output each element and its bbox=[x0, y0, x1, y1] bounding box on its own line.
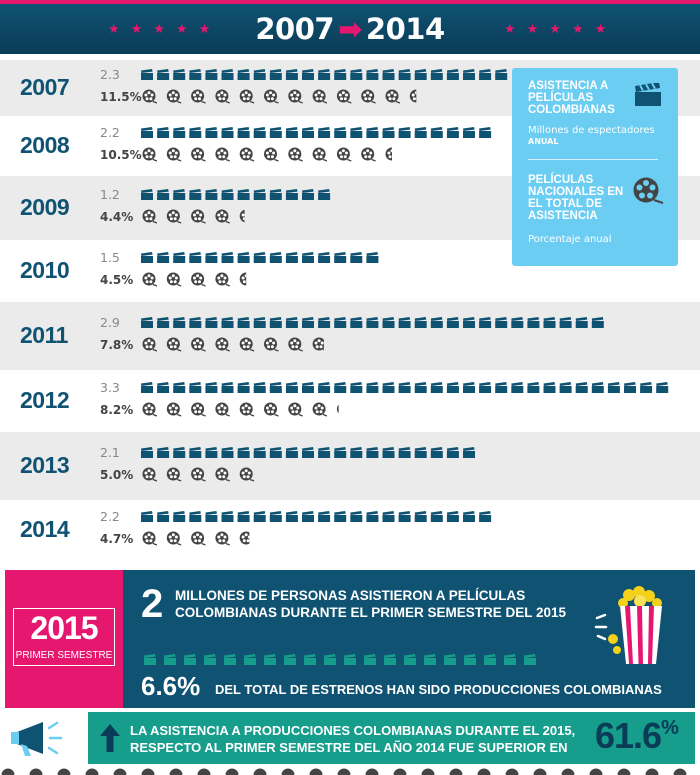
megaphone-icon bbox=[11, 721, 63, 756]
bar-share bbox=[142, 89, 417, 104]
data-label-share: 5.0% bbox=[100, 468, 134, 482]
bottom-text: LA ASISTENCIA A PRODUCCIONES COLOMBIANAS… bbox=[130, 722, 575, 756]
data-label-share: 10.5% bbox=[100, 148, 142, 162]
bar-share bbox=[142, 272, 247, 287]
tick-label-year: 2014 bbox=[20, 516, 70, 542]
bar-attendance bbox=[141, 317, 604, 328]
chart-row: 2013 2.1 5.0% bbox=[0, 432, 700, 500]
promo-big-number: 2 bbox=[141, 582, 164, 626]
promo-clapper-icons bbox=[144, 654, 536, 665]
bar-share bbox=[142, 209, 245, 224]
bottom-line1: LA ASISTENCIA A PRODUCCIONES COLOMBIANAS… bbox=[130, 723, 576, 738]
decorative-stars-left: ★★★★★ bbox=[108, 22, 222, 37]
data-label-attendance: 2.2 bbox=[100, 125, 120, 140]
bar-attendance bbox=[141, 189, 331, 200]
tick-label-year: 2008 bbox=[20, 132, 70, 158]
bar-share bbox=[142, 147, 392, 162]
tick-label-year: 2010 bbox=[20, 257, 70, 283]
promo-clapper-row bbox=[144, 651, 544, 665]
data-label-share: 4.7% bbox=[100, 532, 134, 546]
bar-attendance bbox=[141, 127, 492, 138]
megaphone-area bbox=[5, 712, 85, 764]
tick-label-year: 2009 bbox=[20, 194, 70, 220]
promo-text: MILLONES DE PERSONAS ASISTIERON A PELÍCU… bbox=[175, 587, 605, 621]
promo-pct: 6.6% bbox=[141, 671, 201, 701]
promo-pct-text: DEL TOTAL DE ESTRENOS HAN SIDO PRODUCCIO… bbox=[215, 682, 662, 697]
chart-row: 2014 2.2 4.7% bbox=[0, 500, 700, 560]
tick-label-year: 2007 bbox=[20, 74, 70, 100]
film-strip-dots bbox=[1, 768, 687, 775]
data-label-share: 4.4% bbox=[100, 210, 134, 224]
arrow-right-icon: ➡ bbox=[338, 12, 362, 46]
clapperboard-icon bbox=[635, 83, 661, 106]
header-year-start: 2007 bbox=[255, 12, 335, 46]
header-banner: ★★★★★ 2007 ➡ 2014 ★★★★★ bbox=[0, 4, 700, 54]
bar-attendance bbox=[141, 252, 379, 263]
bottom-value-unit: % bbox=[661, 717, 679, 739]
header-title: 2007 ➡ 2014 bbox=[0, 12, 700, 46]
promo-line2: COLOMBIANAS DURANTE EL PRIMER SEMESTRE D… bbox=[175, 605, 567, 620]
chart-row: 2010 1.5 4.5% bbox=[0, 240, 700, 302]
legend-series1-sub: Millones de espectadores bbox=[528, 125, 655, 136]
tick-label-year: 2013 bbox=[20, 452, 70, 478]
header-year-end: 2014 bbox=[365, 12, 445, 46]
tick-label-year: 2012 bbox=[20, 387, 70, 413]
data-label-share: 7.8% bbox=[100, 338, 134, 352]
popcorn-icon bbox=[594, 586, 662, 664]
data-label-attendance: 1.5 bbox=[100, 250, 120, 265]
data-label-attendance: 2.3 bbox=[100, 67, 120, 82]
data-label-share: 4.5% bbox=[100, 273, 134, 287]
chart-row: 2011 2.9 7.8% bbox=[0, 302, 700, 370]
promo-year-box: 2015 PRIMER SEMESTRE bbox=[5, 570, 123, 708]
bottom-value-number: 61.6 bbox=[595, 715, 662, 756]
promo-year: 2015 bbox=[30, 610, 98, 646]
bottom-line2: RESPECTO AL PRIMER SEMESTRE DEL AÑO 2014… bbox=[130, 740, 568, 755]
legend-divider bbox=[528, 159, 658, 160]
legend-box: ASISTENCIA A PELÍCULAS COLOMBIANAS Millo… bbox=[512, 68, 678, 266]
promo-line1: MILLONES DE PERSONAS ASISTIERON A PELÍCU… bbox=[175, 588, 526, 603]
data-label-attendance: 2.1 bbox=[100, 445, 120, 460]
bar-share bbox=[142, 531, 250, 546]
film-reel-icon bbox=[633, 177, 664, 204]
legend-series2-sub: Porcentaje anual bbox=[528, 234, 612, 245]
data-label-share: 11.5% bbox=[100, 90, 142, 104]
chart-row: 2012 3.3 8.2% bbox=[0, 370, 700, 432]
bar-share bbox=[142, 337, 324, 352]
top-accent-line bbox=[0, 0, 700, 4]
bar-share bbox=[142, 467, 255, 482]
data-label-attendance: 2.9 bbox=[100, 315, 120, 330]
up-arrow-icon bbox=[100, 724, 120, 752]
data-label-attendance: 3.3 bbox=[100, 380, 120, 395]
decorative-stars-right: ★★★★★ bbox=[504, 22, 618, 37]
bar-attendance bbox=[141, 511, 492, 522]
bar-attendance bbox=[141, 382, 669, 393]
promo-semester: PRIMER SEMESTRE bbox=[15, 650, 113, 661]
legend-series1-sub2: ANUAL bbox=[528, 137, 559, 146]
legend-series2-title: PELÍCULAS NACIONALES EN EL TOTAL DE ASIS… bbox=[528, 174, 624, 222]
data-label-share: 8.2% bbox=[100, 403, 134, 417]
bar-attendance bbox=[141, 447, 475, 458]
chart-row: 2008 2.2 10.5% bbox=[0, 116, 700, 176]
promo-panel: 2 MILLONES DE PERSONAS ASISTIERON A PELÍ… bbox=[123, 570, 695, 708]
promo-year-frame bbox=[13, 608, 115, 666]
bar-share bbox=[142, 402, 339, 417]
tick-label-year: 2011 bbox=[20, 322, 68, 348]
data-label-attendance: 1.2 bbox=[100, 187, 120, 202]
bottom-banner: LA ASISTENCIA A PRODUCCIONES COLOMBIANAS… bbox=[88, 712, 695, 764]
data-label-attendance: 2.2 bbox=[100, 509, 120, 524]
bottom-value: 61.6% bbox=[595, 715, 679, 757]
legend-series1-title: ASISTENCIA A PELÍCULAS COLOMBIANAS bbox=[528, 80, 615, 116]
bar-attendance bbox=[141, 69, 508, 80]
